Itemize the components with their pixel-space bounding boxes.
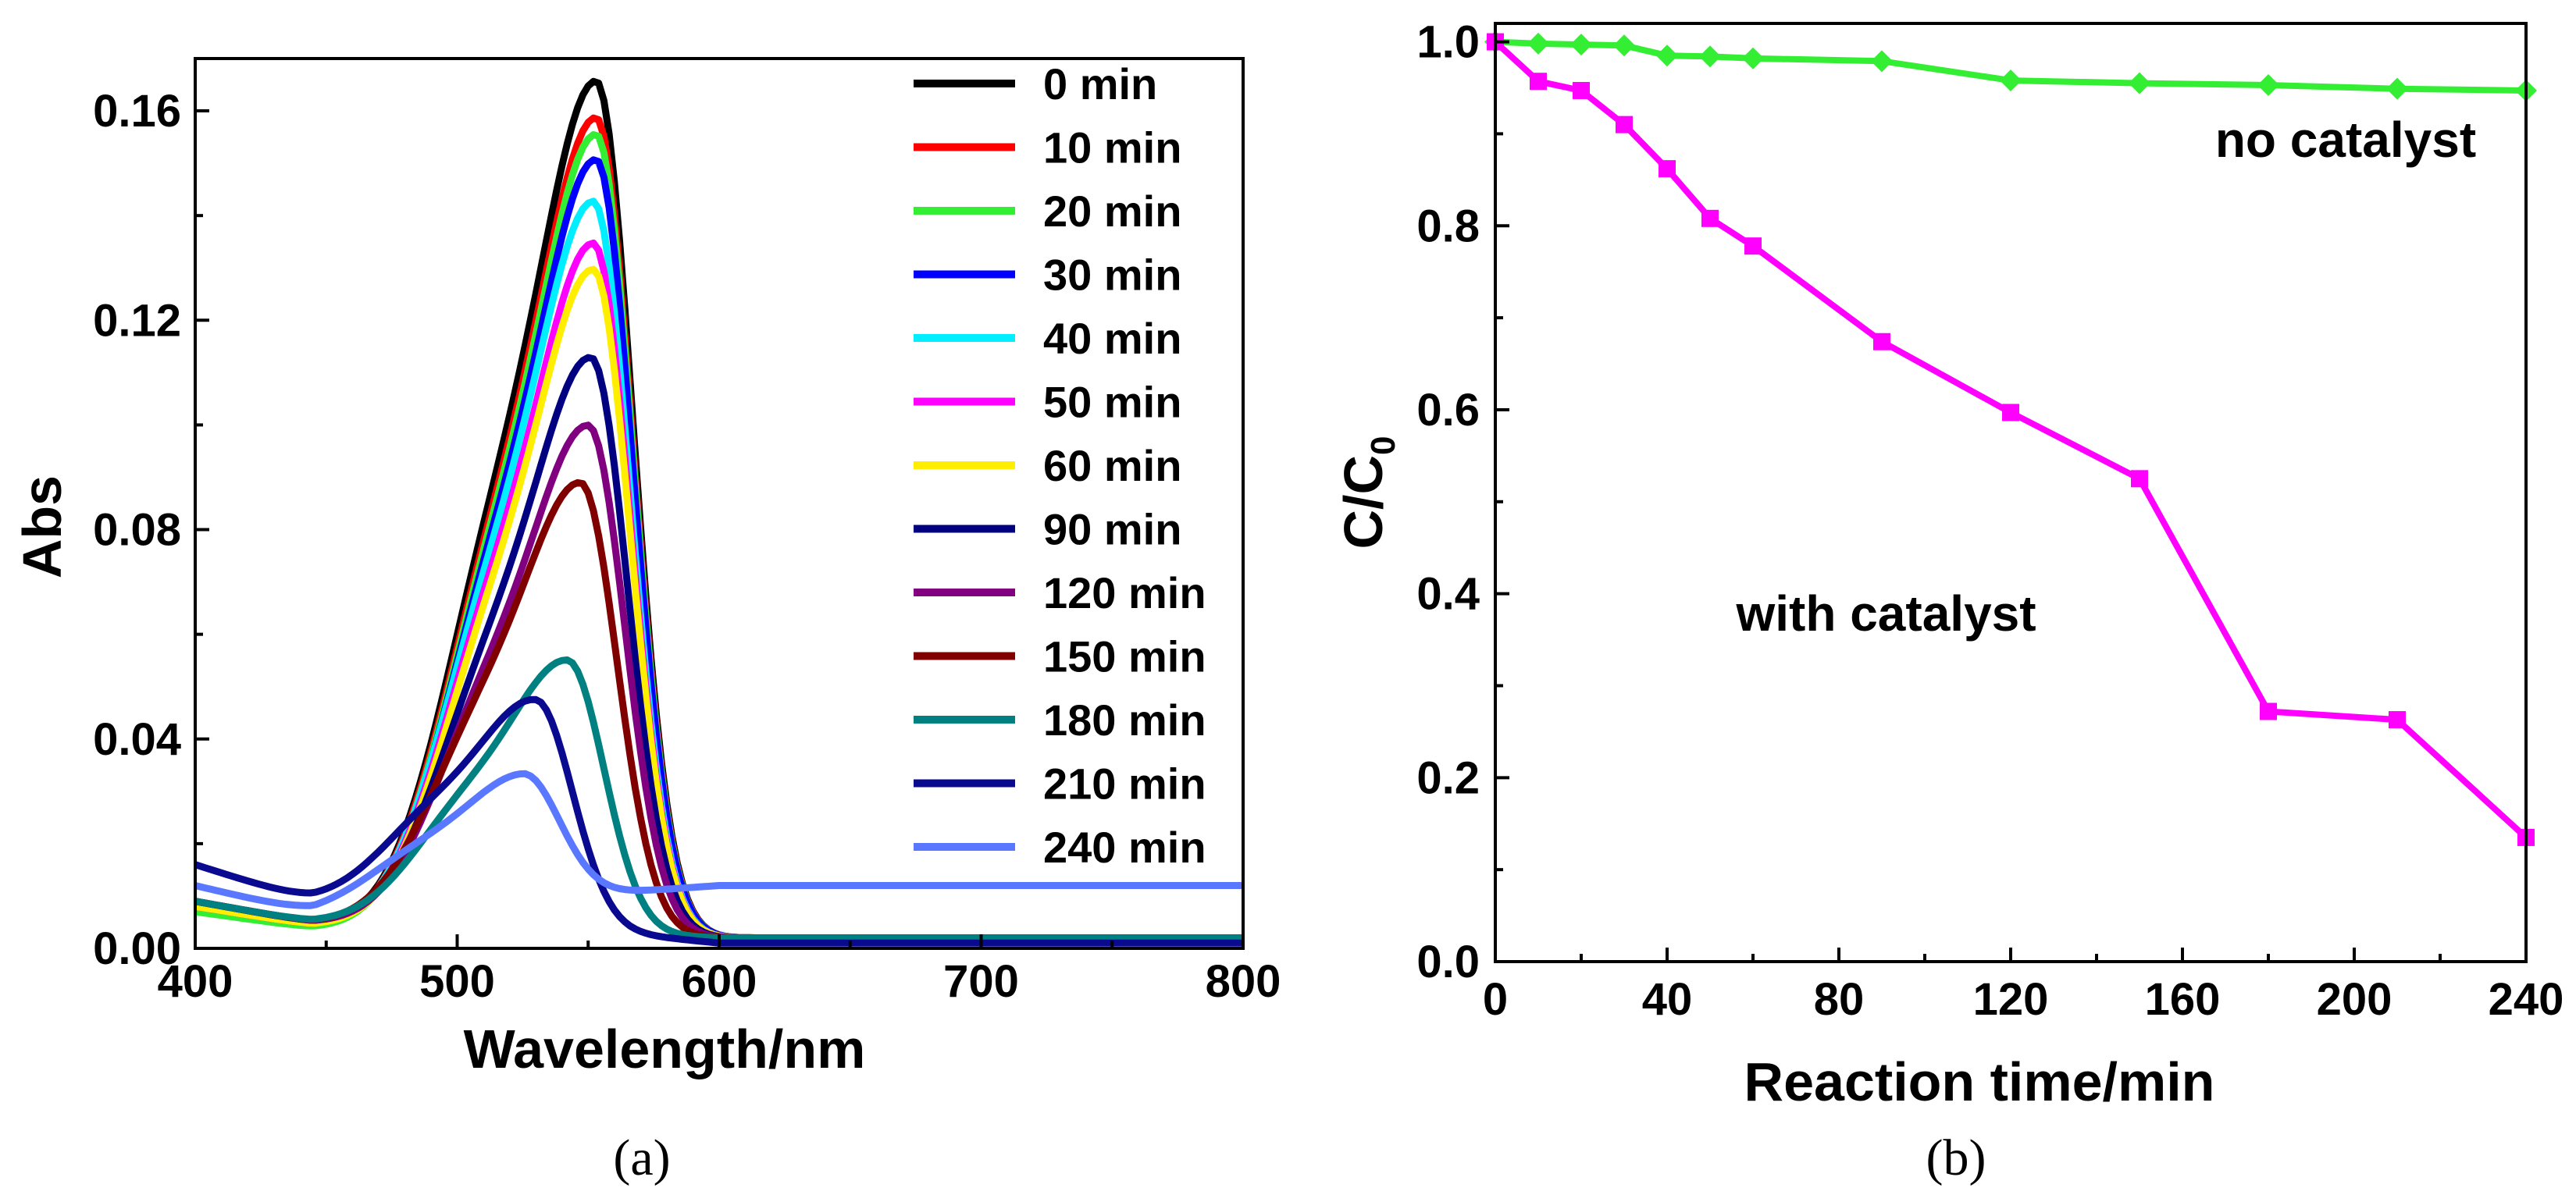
data-point-with-catalyst [1573, 82, 1590, 100]
legend-label: 90 min [1043, 505, 1181, 554]
legend-label: 150 min [1043, 632, 1206, 681]
legend-label: 0 min [1043, 59, 1157, 108]
y-tick-label-b: 0.0 [1416, 937, 1480, 987]
x-tick-label-b: 200 [2317, 974, 2393, 1025]
x-tick-label-a: 600 [682, 956, 757, 1007]
x-tick-label-b: 0 [1483, 974, 1508, 1025]
caption-b: (b) [1926, 1129, 1986, 1186]
data-point-with-catalyst [1701, 209, 1719, 227]
y-tick-label-a: 0.12 [93, 295, 181, 346]
legend-label: 180 min [1043, 695, 1206, 745]
data-point-no-catalyst [1699, 45, 1721, 68]
y-tick-label-a: 0.16 [93, 86, 181, 137]
legend-label: 210 min [1043, 759, 1206, 809]
data-point-with-catalyst [1744, 237, 1762, 255]
legend-label: 10 min [1043, 123, 1181, 172]
legend-label: 240 min [1043, 823, 1206, 872]
x-tick-label-b: 120 [1973, 974, 2049, 1025]
y-axis-title-main-b: C/C [1333, 455, 1394, 549]
y-tick-label-b: 0.2 [1416, 752, 1480, 803]
data-point-with-catalyst [1530, 73, 1547, 91]
legend-label: 20 min [1043, 187, 1181, 236]
y-tick-label-a: 0.04 [93, 714, 181, 765]
legend-label: 50 min [1043, 378, 1181, 427]
x-tick-label-a: 400 [158, 956, 233, 1007]
data-point-no-catalyst [1527, 32, 1549, 55]
data-point-no-catalyst [2000, 69, 2022, 92]
y-axis-title-b: C/C0 [1333, 436, 1402, 549]
y-tick-label-b: 1.0 [1416, 17, 1480, 68]
data-point-no-catalyst [2129, 72, 2150, 94]
data-point-with-catalyst [1873, 333, 1890, 350]
caption-a: (a) [613, 1129, 670, 1186]
x-tick-label-b: 80 [1814, 974, 1865, 1025]
y-axis-title-subscript-b: 0 [1364, 436, 1402, 454]
data-point-with-catalyst [2260, 702, 2277, 720]
x-tick-label-b: 160 [2145, 974, 2221, 1025]
data-point-no-catalyst [1742, 47, 1764, 69]
y-tick-label-b: 0.6 [1416, 385, 1480, 436]
x-tick-label-a: 700 [943, 956, 1019, 1007]
legend-label: 30 min [1043, 251, 1181, 300]
panel-b-kinetics-chart: 0 40 80 120 160 200 240 0.0 0.2 0.4 0.6 0.8 1.0 React… [1333, 17, 2564, 1186]
data-point-no-catalyst [2257, 73, 2279, 96]
data-point-with-catalyst [1616, 116, 1633, 133]
data-point-with-catalyst [2131, 470, 2148, 488]
data-point-no-catalyst [1656, 44, 1678, 67]
y-tick-label-b: 0.4 [1416, 569, 1480, 620]
data-point-with-catalyst [1659, 160, 1676, 178]
panel-a-spectra-chart: 400 500 600 700 800 0.00 0.04 0.08 0.12 0.16 Wavel… [12, 57, 1281, 1186]
data-point-no-catalyst [1570, 34, 1592, 56]
data-point-with-catalyst [2002, 404, 2019, 421]
x-tick-label-b: 40 [1642, 974, 1693, 1025]
annotation-with-catalyst: with catalyst [1735, 585, 2036, 642]
legend-label: 40 min [1043, 314, 1181, 363]
annotation-no-catalyst: no catalyst [2215, 112, 2476, 168]
legend-label: 120 min [1043, 568, 1206, 617]
data-point-no-catalyst [1613, 34, 1635, 57]
spectrum-line-240-min [194, 770, 1243, 909]
data-point-no-catalyst [1871, 50, 1893, 73]
data-point-with-catalyst [2389, 711, 2406, 729]
legend-label: 60 min [1043, 441, 1181, 490]
x-tick-label-b: 240 [2489, 974, 2564, 1025]
x-tick-label-a: 800 [1206, 956, 1281, 1007]
y-tick-label-a: 0.00 [93, 923, 181, 974]
y-tick-label-b: 0.8 [1416, 201, 1480, 251]
y-tick-label-a: 0.08 [93, 505, 181, 556]
y-axis-title-a: Abs [12, 475, 73, 578]
x-axis-title-b: Reaction time/min [1744, 1051, 2215, 1112]
x-axis-title-a: Wavelength/nm [464, 1019, 866, 1079]
data-point-no-catalyst [2386, 77, 2408, 100]
x-tick-label-a: 500 [419, 956, 495, 1007]
